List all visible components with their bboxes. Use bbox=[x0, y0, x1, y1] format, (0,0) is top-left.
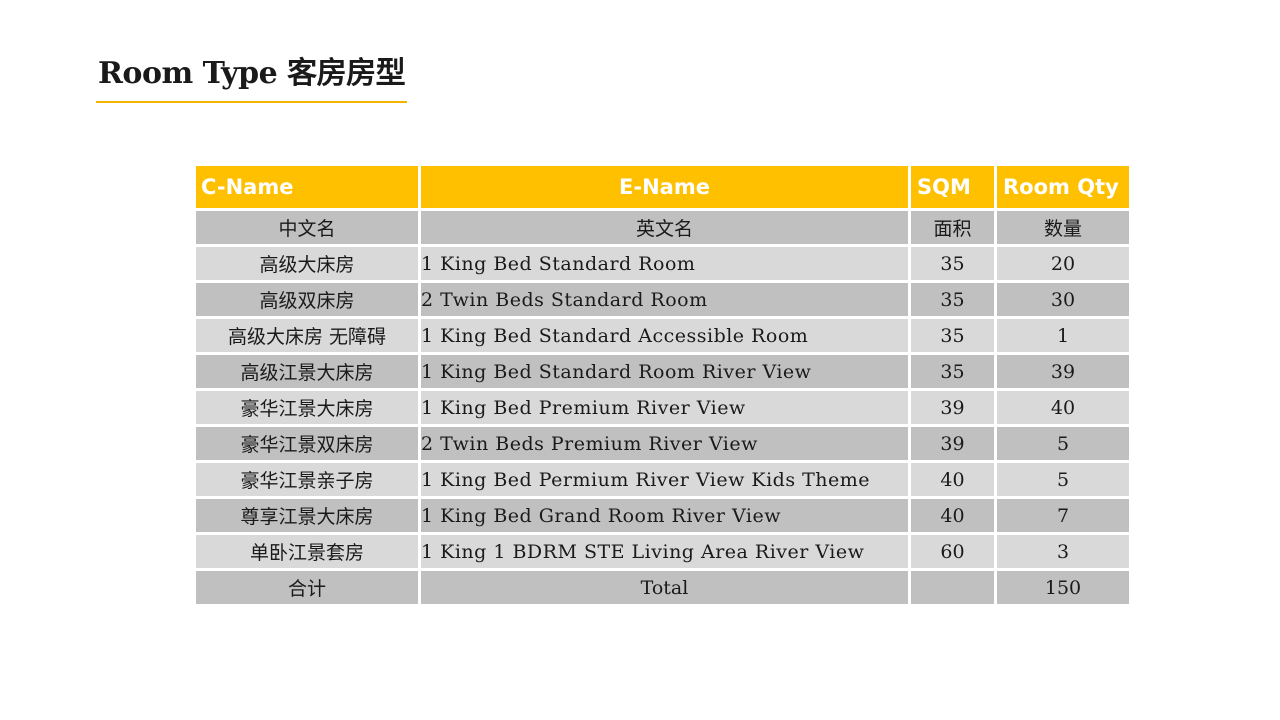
cell-cn: 高级大床房 无障碍 bbox=[196, 319, 418, 352]
cell-qty: 5 bbox=[997, 427, 1129, 460]
cell-qty: 3 bbox=[997, 535, 1129, 568]
cell-qty: 5 bbox=[997, 463, 1129, 496]
table-row: 豪华江景亲子房 1 King Bed Permium River View Ki… bbox=[196, 463, 1129, 496]
cell-sqm: 35 bbox=[911, 319, 994, 352]
total-en: Total bbox=[421, 571, 908, 604]
page-title: Room Type 客房房型 bbox=[98, 56, 406, 91]
cell-en: 1 King Bed Permium River View Kids Theme bbox=[421, 463, 908, 496]
total-sqm bbox=[911, 571, 994, 604]
cell-cn: 高级大床房 bbox=[196, 247, 418, 280]
subheader-cn: 中文名 bbox=[196, 211, 418, 244]
cell-sqm: 39 bbox=[911, 391, 994, 424]
subheader-qty: 数量 bbox=[997, 211, 1129, 244]
cell-sqm: 60 bbox=[911, 535, 994, 568]
cell-sqm: 35 bbox=[911, 247, 994, 280]
cell-cn: 豪华江景双床房 bbox=[196, 427, 418, 460]
cell-sqm: 40 bbox=[911, 499, 994, 532]
cell-qty: 20 bbox=[997, 247, 1129, 280]
header-e-name: E-Name bbox=[421, 166, 908, 208]
table-row: 高级大床房 无障碍 1 King Bed Standard Accessible… bbox=[196, 319, 1129, 352]
cell-qty: 30 bbox=[997, 283, 1129, 316]
total-row: 合计 Total 150 bbox=[196, 571, 1129, 604]
table-row: 单卧江景套房 1 King 1 BDRM STE Living Area Riv… bbox=[196, 535, 1129, 568]
cell-cn: 高级双床房 bbox=[196, 283, 418, 316]
table-row: 豪华江景大床房 1 King Bed Premium River View 39… bbox=[196, 391, 1129, 424]
cell-qty: 1 bbox=[997, 319, 1129, 352]
subheader-en: 英文名 bbox=[421, 211, 908, 244]
table-row: 尊享江景大床房 1 King Bed Grand Room River View… bbox=[196, 499, 1129, 532]
cell-sqm: 39 bbox=[911, 427, 994, 460]
cell-en: 1 King Bed Standard Room bbox=[421, 247, 908, 280]
cell-cn: 高级江景大床房 bbox=[196, 355, 418, 388]
cell-en: 1 King Bed Standard Accessible Room bbox=[421, 319, 908, 352]
cell-en: 2 Twin Beds Standard Room bbox=[421, 283, 908, 316]
table-row: 高级大床房 1 King Bed Standard Room 35 20 bbox=[196, 247, 1129, 280]
cell-cn: 单卧江景套房 bbox=[196, 535, 418, 568]
cell-qty: 40 bbox=[997, 391, 1129, 424]
cell-en: 1 King Bed Premium River View bbox=[421, 391, 908, 424]
cell-qty: 39 bbox=[997, 355, 1129, 388]
cell-sqm: 35 bbox=[911, 283, 994, 316]
cell-en: 1 King 1 BDRM STE Living Area River View bbox=[421, 535, 908, 568]
cell-qty: 7 bbox=[997, 499, 1129, 532]
header-c-name: C-Name bbox=[196, 166, 418, 208]
cell-cn: 尊享江景大床房 bbox=[196, 499, 418, 532]
header-sqm: SQM bbox=[911, 166, 994, 208]
cell-sqm: 35 bbox=[911, 355, 994, 388]
room-type-table: C-Name E-Name SQM Room Qty 中文名 英文名 面积 数量… bbox=[193, 163, 1132, 607]
cell-en: 1 King Bed Standard Room River View bbox=[421, 355, 908, 388]
cell-en: 2 Twin Beds Premium River View bbox=[421, 427, 908, 460]
cell-en: 1 King Bed Grand Room River View bbox=[421, 499, 908, 532]
table-row: 豪华江景双床房 2 Twin Beds Premium River View 3… bbox=[196, 427, 1129, 460]
cell-cn: 豪华江景亲子房 bbox=[196, 463, 418, 496]
header-room-qty: Room Qty bbox=[997, 166, 1129, 208]
subheader-row: 中文名 英文名 面积 数量 bbox=[196, 211, 1129, 244]
total-qty: 150 bbox=[997, 571, 1129, 604]
table-row: 高级双床房 2 Twin Beds Standard Room 35 30 bbox=[196, 283, 1129, 316]
subheader-sqm: 面积 bbox=[911, 211, 994, 244]
table-row: 高级江景大床房 1 King Bed Standard Room River V… bbox=[196, 355, 1129, 388]
cell-cn: 豪华江景大床房 bbox=[196, 391, 418, 424]
total-cn: 合计 bbox=[196, 571, 418, 604]
title-underline bbox=[96, 101, 407, 103]
header-row: C-Name E-Name SQM Room Qty bbox=[196, 166, 1129, 208]
cell-sqm: 40 bbox=[911, 463, 994, 496]
